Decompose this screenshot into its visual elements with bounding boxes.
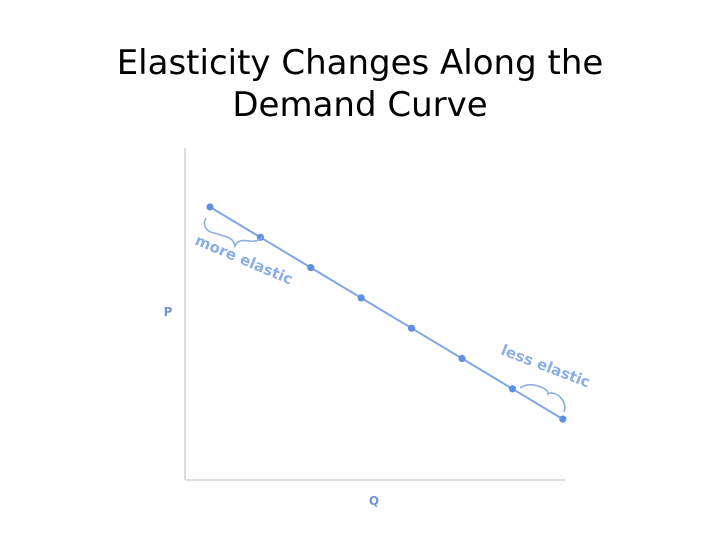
demand-curve-line <box>209 206 564 420</box>
less-elastic-brace <box>519 383 566 413</box>
data-point-5 <box>408 324 416 332</box>
data-point-3 <box>307 264 315 272</box>
x-axis-label: Q <box>369 494 379 508</box>
y-axis-label: P <box>164 305 173 319</box>
less-elastic-label: less elastic <box>499 341 593 391</box>
data-point-1 <box>206 203 214 211</box>
demand-curve-points <box>206 203 567 423</box>
data-point-8 <box>559 415 567 423</box>
slide-title: Elasticity Changes Along the Demand Curv… <box>116 43 604 125</box>
more-elastic-label: more elastic <box>192 231 295 288</box>
data-point-6 <box>458 354 466 363</box>
data-point-4 <box>357 294 365 302</box>
more-elastic-brace <box>203 217 263 249</box>
data-point-7 <box>508 385 516 393</box>
